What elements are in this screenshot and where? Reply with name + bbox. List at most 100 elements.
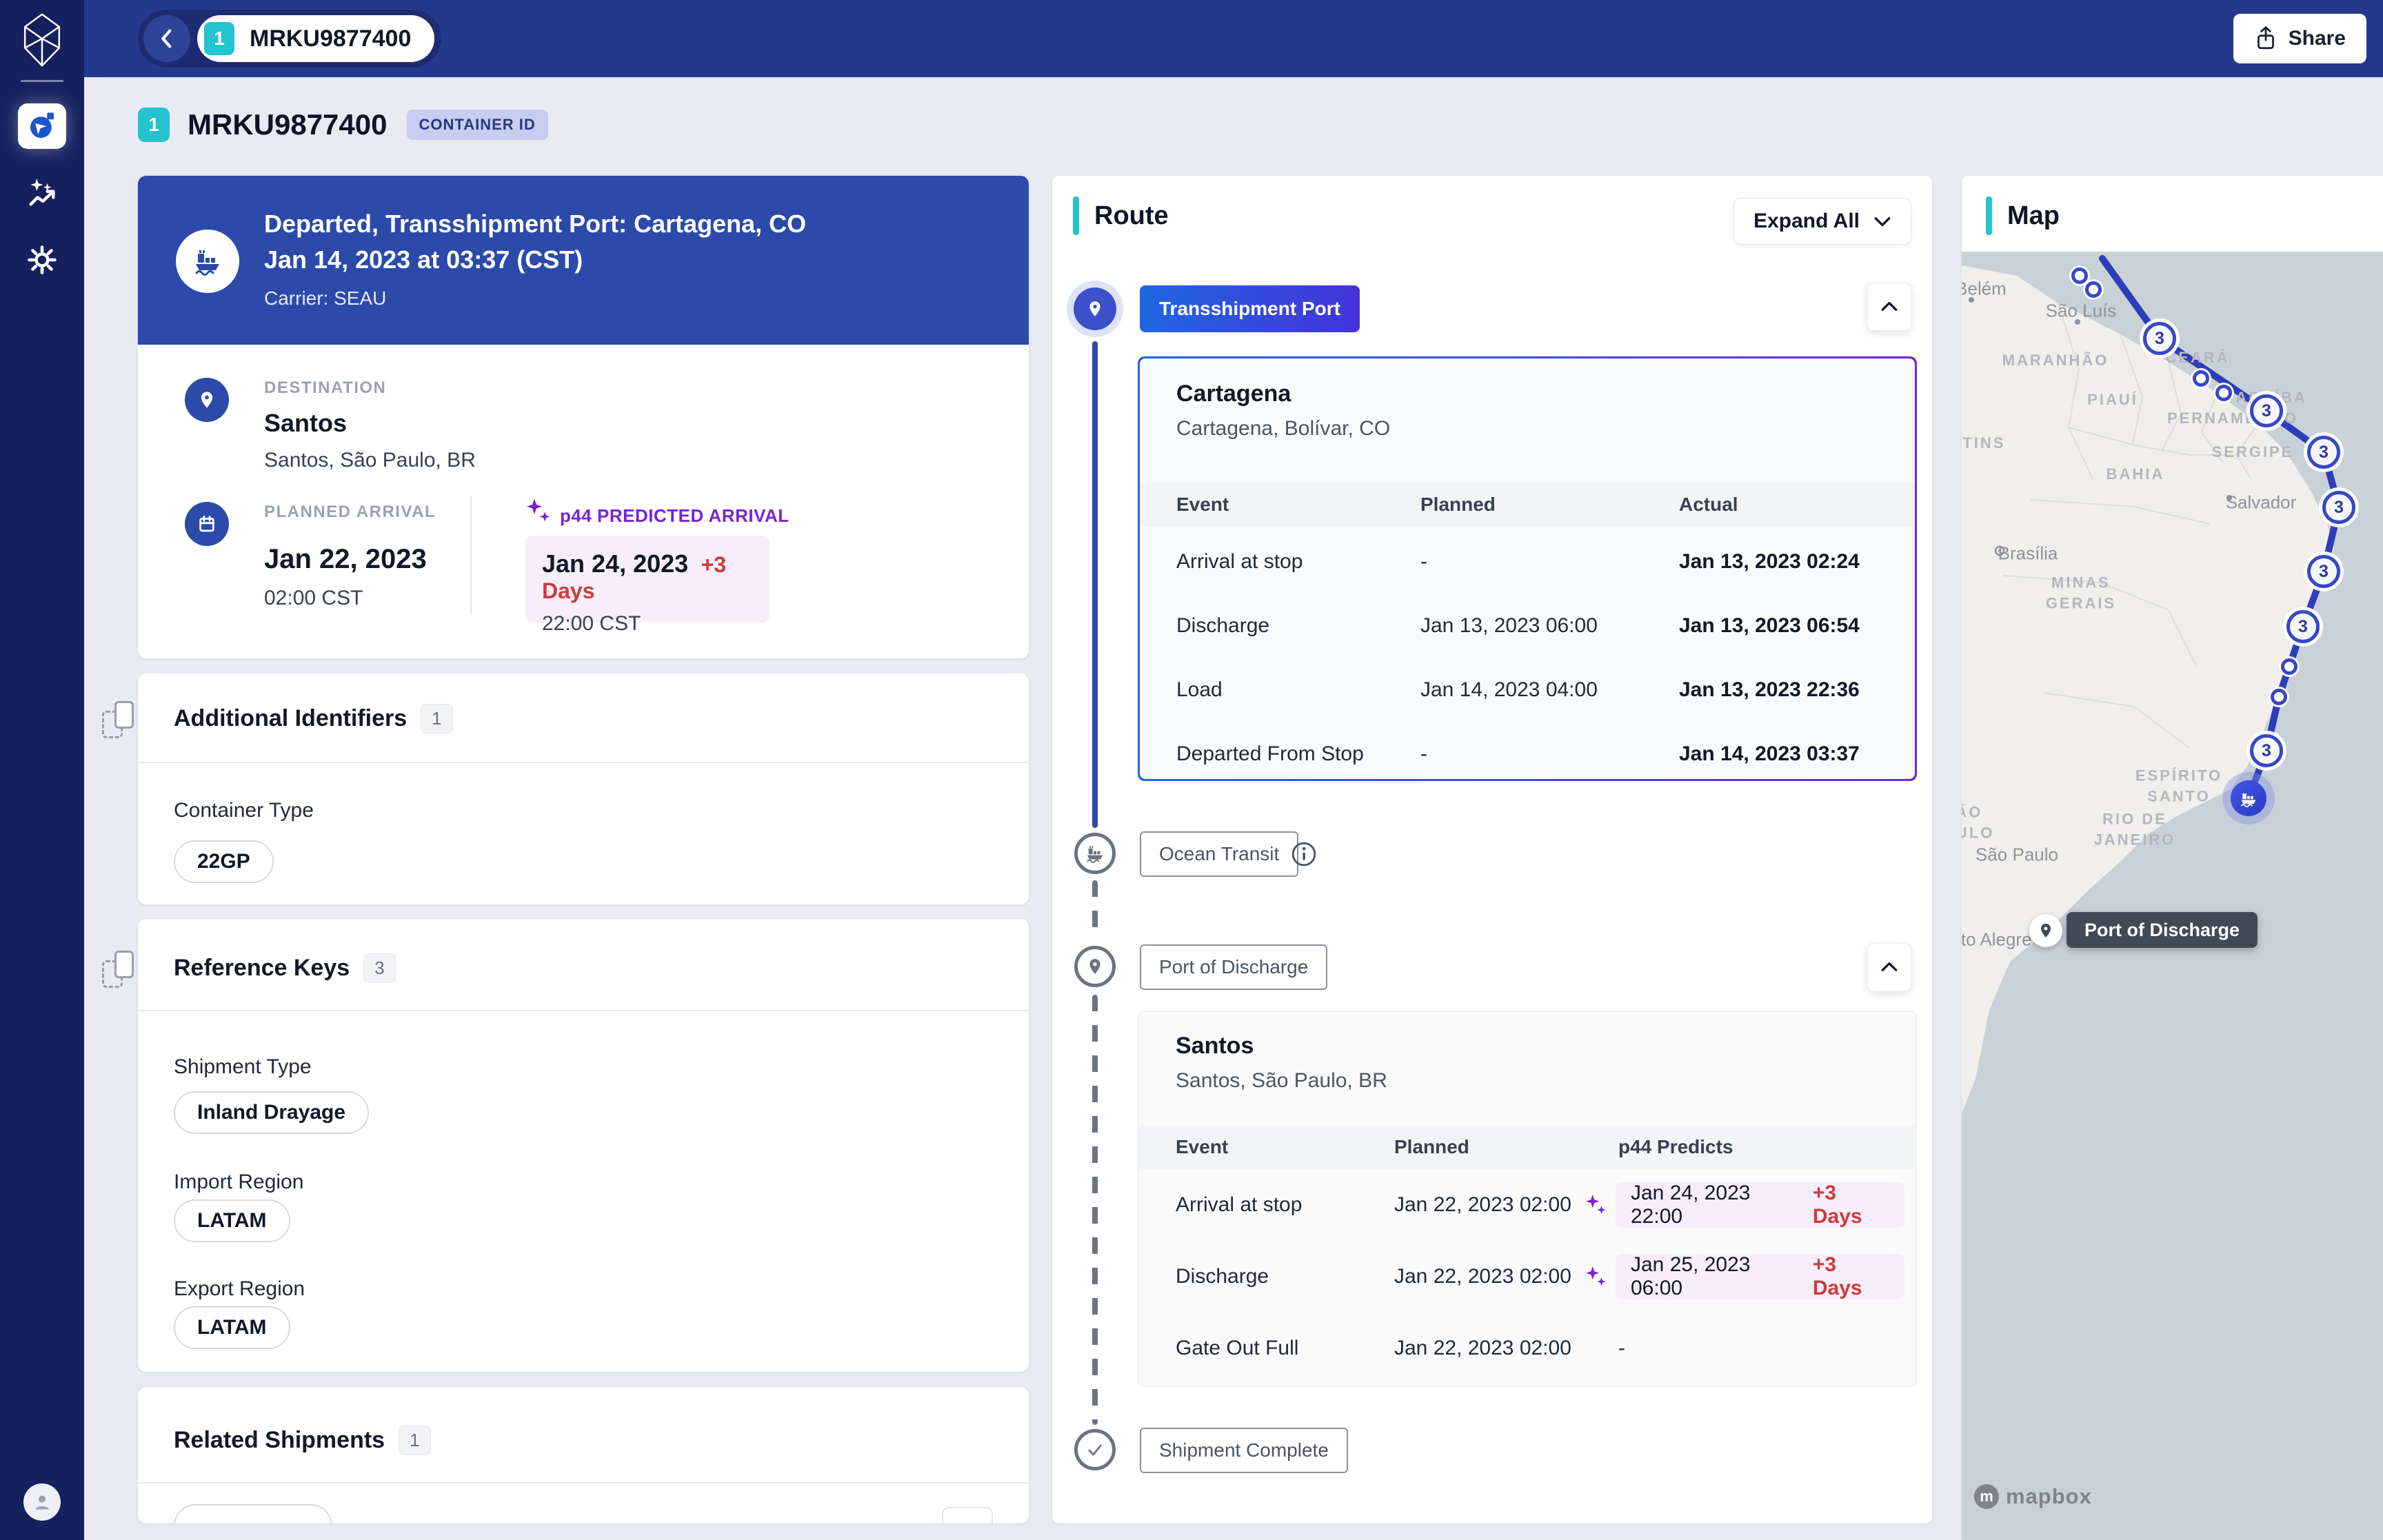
map-panel: Map	[1962, 176, 2383, 1540]
expand-all-button[interactable]: Expand All	[1733, 198, 1911, 245]
discharge-location: Santos, São Paulo, BR	[1176, 1069, 1387, 1092]
predicted-delta: +3 Days	[542, 552, 727, 603]
event-cell: Arrival at stop	[1176, 1193, 1303, 1216]
transshipment-city: Cartagena	[1176, 381, 1291, 407]
ocean-transit-toggle[interactable]: Ocean Transit	[1140, 831, 1299, 877]
copy-button[interactable]	[102, 951, 134, 988]
predict-delta: +3 Days	[1812, 1182, 1862, 1228]
state-label: CEARÁ	[2165, 349, 2230, 367]
destination-label: DESTINATION	[264, 378, 387, 397]
route-point[interactable]	[2085, 281, 2102, 298]
col-actual: Actual	[1679, 494, 1738, 515]
map-canvas[interactable]: MARANHÃO CEARÁ PIAUÍ PARAÍBA PERNAMBUCO …	[1962, 252, 2383, 1540]
location-pin-icon	[2041, 924, 2051, 938]
ocean-transit-node	[1074, 833, 1116, 874]
port-of-discharge-toggle[interactable]: Port of Discharge	[1140, 944, 1328, 990]
planned-cell: Jan 22, 2023 02:00	[1394, 1337, 1571, 1359]
app-logo-icon[interactable]	[17, 11, 68, 69]
event-cell: Load	[1176, 678, 1223, 701]
cluster-marker[interactable]: 3	[2322, 491, 2355, 524]
predict-cell: -	[1618, 1337, 1625, 1359]
share-button[interactable]: Share	[2233, 14, 2366, 63]
planned-cell: Jan 22, 2023 02:00	[1394, 1193, 1571, 1216]
route-point[interactable]	[2215, 385, 2232, 401]
destination-city: Santos	[264, 409, 348, 437]
sidebar	[0, 0, 84, 1540]
status-carrier: Carrier: SEAU	[264, 287, 387, 309]
reference-keys-card: Reference Keys 3 Shipment Type Inland Dr…	[102, 919, 1029, 1372]
active-shipment-pill[interactable]: 1 MRKU9877400	[197, 15, 435, 62]
predicted-date: Jan 24, 2023	[542, 549, 689, 578]
shipment-count-badge: 1	[204, 22, 234, 55]
route-point[interactable]	[2281, 658, 2297, 675]
reference-keys-title: Reference Keys	[174, 955, 350, 981]
shipment-complete-node	[1074, 1429, 1116, 1470]
shipment-complete-toggle[interactable]: Shipment Complete	[1140, 1428, 1348, 1473]
city-label: Belém	[1962, 278, 2007, 299]
topbar: 1 MRKU9877400 Share	[0, 0, 2383, 77]
map-tooltip: Port of Discharge	[2067, 912, 2258, 948]
card-divider	[138, 762, 1029, 763]
transshipment-port-pill[interactable]: Transshipment Port	[1140, 285, 1360, 332]
route-point[interactable]	[2071, 267, 2088, 284]
event-cell: Departed From Stop	[1176, 742, 1364, 765]
sidebar-item-insights[interactable]	[18, 171, 66, 216]
table-row: Load Jan 14, 2023 04:00 Jan 13, 2023 22:…	[1140, 658, 1915, 722]
sidebar-item-tracking[interactable]	[18, 103, 66, 149]
port-of-discharge-node	[1074, 946, 1116, 987]
planned-arrival-date: Jan 22, 2023	[264, 544, 427, 574]
cluster-marker[interactable]: 3	[2250, 394, 2283, 427]
cluster-marker[interactable]: 3	[2307, 436, 2340, 469]
status-line1: Departed, Transshipment Port: Cartagena,…	[264, 210, 807, 238]
container-type-chip: 22GP	[174, 840, 274, 883]
cluster-marker[interactable]: 3	[2286, 610, 2320, 643]
sidebar-divider	[21, 80, 63, 82]
collapse-transshipment-button[interactable]	[1867, 283, 1911, 331]
chevron-left-icon	[161, 29, 172, 48]
user-avatar[interactable]	[23, 1483, 61, 1521]
related-shipment-action[interactable]	[942, 1507, 993, 1523]
page-header: 1 MRKU9877400 CONTAINER ID	[138, 108, 548, 142]
sparkle-icon	[1586, 1195, 1606, 1215]
mapbox-wordmark: mapbox	[2006, 1484, 2092, 1508]
info-icon[interactable]	[1291, 841, 1317, 867]
state-label: SÃO PAULO	[1962, 803, 1995, 841]
sidebar-item-settings[interactable]	[18, 237, 66, 283]
sparkle-icon	[1586, 1266, 1606, 1286]
vessel-marker[interactable]	[2231, 780, 2266, 816]
globe-icon	[30, 112, 54, 139]
table-row: Discharge Jan 22, 2023 02:00 Jan 25, 202…	[1139, 1241, 1916, 1313]
land-polygon	[1962, 265, 2334, 1113]
related-shipment-chip[interactable]	[174, 1504, 332, 1523]
state-label: ESPÍRITO SANTO	[2135, 767, 2223, 804]
route-point[interactable]	[2193, 370, 2209, 387]
arrival-divider	[470, 496, 472, 615]
share-label: Share	[2288, 27, 2346, 50]
location-pin-icon	[201, 392, 213, 408]
event-cell: Discharge	[1176, 614, 1270, 637]
port-of-discharge-marker[interactable]	[2029, 914, 2062, 947]
person-icon	[35, 1495, 49, 1510]
back-button[interactable]	[143, 15, 190, 62]
sparkles-trend-icon	[29, 179, 55, 206]
cluster-marker[interactable]: 3	[2250, 734, 2283, 767]
copy-button[interactable]	[102, 701, 134, 738]
related-shipments-count: 1	[399, 1426, 431, 1455]
col-event: Event	[1176, 1136, 1229, 1157]
actual-cell: Jan 13, 2023 06:54	[1679, 614, 1860, 637]
cluster-marker[interactable]: 3	[2143, 322, 2176, 355]
collapse-port-of-discharge-button[interactable]	[1867, 943, 1911, 991]
cluster-marker[interactable]: 3	[2307, 555, 2340, 588]
state-label: PIAUÍ	[2087, 391, 2138, 409]
state-label: BAHIA	[2106, 465, 2165, 483]
transshipment-table-header: Event Planned Actual	[1140, 483, 1915, 527]
route-point[interactable]	[2271, 689, 2287, 705]
predict-delta: +3 Days	[1812, 1253, 1862, 1299]
export-region-chip: LATAM	[174, 1306, 290, 1349]
discharge-city: Santos	[1176, 1033, 1254, 1059]
vessel-marker-halo	[2222, 772, 2275, 824]
calendar-circle	[185, 502, 229, 546]
planned-arrival-time: 02:00 CST	[264, 587, 363, 609]
predict-cell: Jan 25, 2023 06:00 +3 Days	[1584, 1253, 1904, 1299]
map-tooltip-label: Port of Discharge	[2084, 919, 2240, 940]
